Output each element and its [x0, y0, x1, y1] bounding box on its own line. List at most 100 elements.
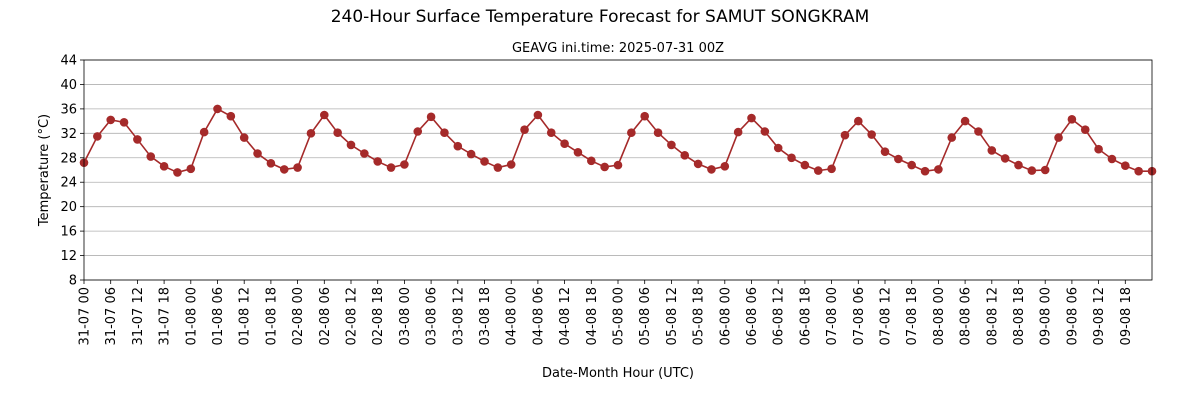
plot-frame	[83, 59, 1153, 281]
data-point	[987, 146, 997, 155]
data-point	[573, 147, 583, 157]
data-point	[1094, 144, 1103, 154]
x-axis-ticks: 31-07 00 31-07 06 31-07 12 31-07 18 01-08 00…	[78, 280, 1134, 345]
x-tick-label: 07-08 12	[879, 287, 894, 345]
x-tick-label: 06-08 18	[798, 287, 813, 345]
x-tick-label: 06-08 06	[745, 287, 760, 345]
x-tick-label: 02-08 12	[345, 287, 360, 345]
x-tick-label: 02-08 00	[291, 287, 306, 345]
data-point	[1040, 165, 1050, 175]
data-point	[159, 162, 169, 171]
data-point	[306, 129, 316, 138]
data-point	[533, 110, 543, 120]
data-point	[146, 152, 156, 161]
data-point	[760, 127, 770, 136]
data-point	[1134, 166, 1143, 176]
data-point	[854, 116, 863, 126]
y-tick-label: 24	[60, 176, 77, 191]
x-tick-label: 01-08 00	[184, 287, 199, 345]
data-point	[867, 130, 876, 139]
data-point	[226, 111, 236, 121]
data-point	[426, 112, 436, 122]
data-point	[840, 130, 850, 140]
data-point	[720, 162, 730, 171]
data-point	[680, 151, 690, 160]
data-point	[173, 168, 182, 177]
data-point	[279, 165, 289, 174]
data-point	[400, 160, 409, 169]
data-point	[800, 160, 810, 170]
data-point	[453, 141, 463, 151]
data-point	[213, 104, 222, 114]
y-tick-label: 8	[69, 274, 77, 289]
y-tick-label: 44	[60, 54, 77, 69]
x-tick-label: 04-08 06	[531, 287, 546, 345]
data-point	[346, 140, 356, 150]
y-tick-label: 28	[60, 151, 77, 166]
x-tick-label: 09-08 12	[1092, 287, 1107, 345]
x-tick-label: 07-08 06	[852, 287, 867, 345]
data-point	[1000, 154, 1010, 163]
data-point	[827, 164, 836, 174]
data-point	[546, 128, 556, 138]
x-tick-label: 08-08 00	[932, 287, 947, 345]
x-tick-label: 06-08 12	[772, 287, 787, 345]
data-point	[320, 110, 329, 120]
data-point	[1067, 114, 1077, 124]
data-point	[813, 166, 823, 175]
data-point	[947, 133, 957, 142]
data-point	[707, 165, 716, 174]
x-tick-label: 08-08 12	[985, 287, 1000, 345]
x-tick-label: 02-08 06	[318, 287, 333, 345]
grid-lines	[84, 59, 1152, 281]
x-tick-label: 07-08 00	[825, 287, 840, 345]
data-point	[747, 113, 756, 123]
data-point	[1107, 154, 1117, 164]
x-tick-label: 09-08 18	[1119, 287, 1134, 345]
data-point	[413, 127, 423, 136]
x-axis-label: Date-Month Hour (UTC)	[542, 366, 694, 381]
data-point	[266, 158, 276, 168]
data-point	[960, 116, 970, 126]
data-point	[880, 147, 890, 156]
data-point	[934, 165, 943, 174]
y-tick-label: 32	[60, 127, 77, 142]
y-tick-label: 16	[60, 225, 77, 240]
y-tick-label: 36	[60, 102, 77, 117]
y-tick-label: 40	[60, 78, 77, 93]
y-axis-label: Temperature (°C)	[37, 114, 52, 227]
x-tick-label: 01-08 12	[238, 287, 253, 345]
data-point	[253, 149, 262, 158]
data-point	[733, 127, 743, 137]
data-point	[506, 160, 516, 169]
data-point	[920, 166, 930, 176]
data-point	[239, 133, 249, 142]
data-point	[1054, 133, 1063, 142]
data-point	[560, 139, 569, 149]
x-tick-label: 03-08 06	[425, 287, 440, 345]
x-tick-label: 08-08 06	[959, 287, 974, 345]
data-point	[333, 128, 342, 138]
data-point	[186, 164, 196, 174]
data-point	[440, 128, 449, 138]
x-tick-label: 31-07 06	[104, 287, 119, 345]
data-point	[106, 115, 115, 125]
data-point	[373, 157, 383, 166]
x-tick-label: 09-08 06	[1065, 287, 1080, 345]
data-point	[787, 153, 796, 163]
x-tick-label: 07-08 18	[905, 287, 920, 345]
data-point	[894, 154, 903, 164]
x-tick-label: 05-08 00	[612, 287, 627, 345]
x-tick-label: 09-08 00	[1039, 287, 1054, 345]
x-tick-label: 05-08 12	[665, 287, 680, 345]
chart-subtitle: GEAVG ini.time: 2025-07-31 00Z	[512, 41, 724, 56]
x-tick-label: 01-08 18	[264, 287, 279, 345]
data-point	[466, 149, 476, 159]
data-point	[1014, 160, 1023, 170]
data-point	[293, 163, 302, 172]
x-tick-label: 05-08 18	[692, 287, 707, 345]
data-point	[199, 127, 209, 137]
data-point	[480, 157, 489, 166]
series-layer	[79, 104, 1157, 177]
